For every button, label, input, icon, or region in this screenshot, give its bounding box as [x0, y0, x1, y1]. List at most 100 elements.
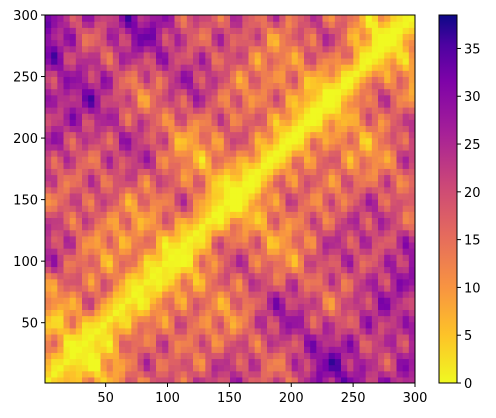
heatmap-cell: [131, 364, 139, 372]
heatmap-cell: [267, 45, 274, 53]
heatmap-cell: [267, 107, 274, 114]
heatmap-cell: [322, 76, 330, 84]
heatmap-cell: [125, 131, 132, 139]
heatmap-cell: [94, 21, 102, 28]
heatmap-cell: [119, 143, 126, 151]
heatmap-cell: [162, 192, 169, 200]
heatmap-cell: [347, 241, 354, 249]
heatmap-cell: [254, 358, 262, 366]
heatmap-cell: [205, 51, 213, 59]
heatmap-cell: [273, 125, 280, 133]
heatmap-cell: [57, 284, 65, 292]
heatmap-cell: [57, 266, 65, 274]
heatmap-cell: [69, 321, 77, 329]
heatmap-cell: [106, 321, 114, 329]
heatmap-cell: [365, 370, 373, 378]
heatmap-cell: [174, 199, 182, 206]
heatmap-cell: [69, 51, 77, 59]
heatmap-cell: [328, 70, 336, 77]
heatmap-cell: [390, 119, 398, 126]
heatmap-cell: [254, 131, 262, 139]
heatmap-cell: [63, 297, 71, 304]
heatmap-cell: [88, 229, 95, 237]
heatmap-cell: [137, 125, 145, 133]
heatmap-cell: [94, 248, 102, 255]
heatmap-cell: [371, 125, 379, 133]
heatmap-cell: [334, 27, 342, 34]
heatmap-cell: [396, 168, 404, 176]
heatmap-cell: [143, 168, 151, 176]
heatmap-cell: [186, 64, 194, 71]
heatmap-cell: [211, 199, 219, 206]
heatmap-cell: [378, 143, 385, 151]
heatmap-cell: [285, 199, 293, 206]
heatmap-cell: [137, 131, 145, 139]
heatmap-cell: [131, 51, 139, 59]
heatmap-cell: [359, 57, 367, 65]
heatmap-cell: [180, 162, 188, 169]
heatmap-cell: [328, 94, 336, 102]
heatmap-cell: [297, 358, 305, 366]
heatmap-cell: [390, 100, 398, 108]
heatmap-cell: [322, 205, 330, 212]
heatmap-cell: [402, 229, 410, 237]
heatmap-cell: [396, 309, 404, 317]
heatmap-cell: [174, 162, 182, 169]
heatmap-cell: [230, 137, 237, 145]
heatmap-cell: [82, 205, 89, 212]
heatmap-cell: [45, 248, 52, 255]
heatmap-cell: [267, 21, 274, 28]
heatmap-cell: [223, 15, 231, 22]
heatmap-cell: [254, 297, 262, 304]
heatmap-cell: [94, 33, 102, 41]
heatmap-cell: [384, 100, 391, 108]
heatmap-cell: [45, 156, 52, 163]
heatmap-cell: [359, 131, 367, 139]
heatmap-cell: [125, 223, 132, 231]
heatmap-cell: [347, 64, 354, 71]
heatmap-cell: [316, 100, 324, 108]
heatmap-cell: [57, 39, 65, 47]
heatmap-cell: [82, 266, 89, 274]
heatmap-cell: [384, 57, 391, 65]
heatmap-cell: [353, 241, 361, 249]
heatmap-cell: [236, 107, 243, 114]
heatmap-cell: [316, 143, 324, 151]
heatmap-cell: [230, 370, 237, 378]
heatmap-cell: [378, 70, 385, 77]
heatmap-cell: [193, 100, 200, 108]
heatmap-cell: [131, 297, 139, 304]
heatmap-cell: [347, 21, 354, 28]
heatmap-cell: [396, 15, 404, 22]
heatmap-cell: [131, 352, 139, 360]
heatmap-cell: [82, 364, 89, 372]
heatmap-cell: [149, 358, 157, 366]
heatmap-cell: [267, 352, 274, 360]
heatmap-cell: [180, 33, 188, 41]
heatmap-cell: [359, 260, 367, 268]
heatmap-cell: [248, 358, 256, 366]
heatmap-cell: [51, 70, 58, 77]
heatmap-cell: [106, 235, 114, 243]
heatmap-cell: [390, 297, 398, 304]
heatmap-cell: [193, 199, 200, 206]
heatmap-cell: [94, 376, 102, 383]
heatmap-cell: [402, 370, 410, 378]
heatmap-cell: [149, 303, 157, 310]
heatmap-cell: [199, 260, 206, 268]
heatmap-cell: [384, 156, 391, 163]
heatmap-cell: [371, 192, 379, 200]
heatmap-cell: [402, 119, 410, 126]
heatmap-cell: [131, 284, 139, 292]
heatmap-cell: [408, 211, 415, 218]
heatmap-cell: [119, 162, 126, 169]
heatmap-cell: [112, 254, 120, 261]
heatmap-cell: [408, 266, 415, 274]
heatmap-cell: [402, 235, 410, 243]
heatmap-cell: [119, 94, 126, 102]
heatmap-cell: [211, 211, 219, 218]
heatmap-cell: [112, 364, 120, 372]
heatmap-cell: [347, 119, 354, 126]
heatmap-cell: [186, 107, 194, 114]
heatmap-cell: [180, 107, 188, 114]
